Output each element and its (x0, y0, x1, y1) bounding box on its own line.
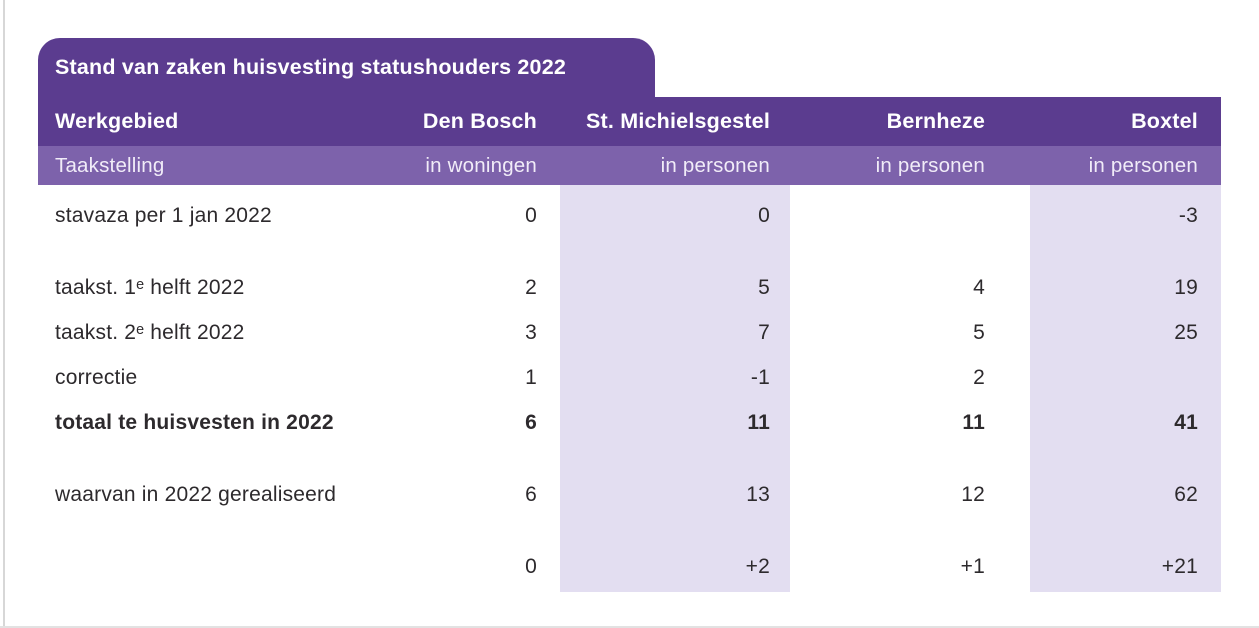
table-header-row: Werkgebied Den Bosch St. Michielsgestel … (38, 97, 1221, 146)
cell-den-bosch: 0 (525, 554, 537, 578)
table-row: correctie 1 -1 2 (38, 355, 1221, 400)
row-label: correctie (55, 365, 138, 389)
cell-boxtel: 19 (1174, 275, 1198, 299)
row-label: waarvan in 2022 gerealiseerd (55, 482, 337, 506)
cell-st-michielsgestel: 11 (747, 410, 770, 434)
cell-boxtel: 62 (1174, 482, 1198, 506)
cell-st-michielsgestel: 13 (746, 482, 770, 506)
row-label: totaal te huisvesten in 2022 (55, 410, 334, 434)
cell-den-bosch: 1 (525, 365, 537, 389)
row-label: stavaza per 1 jan 2022 (55, 203, 272, 227)
cell-st-michielsgestel: 5 (758, 275, 770, 299)
header-col-st-michielsgestel: St. Michielsgestel (585, 109, 770, 133)
header-werkgebied: Werkgebied (55, 109, 179, 133)
cell-boxtel: -3 (1178, 203, 1198, 227)
cell-bernheze: 11 (962, 410, 985, 434)
cell-den-bosch: 3 (525, 320, 537, 344)
cell-bernheze: 2 (973, 365, 985, 389)
cell-st-michielsgestel: 7 (758, 320, 770, 344)
cell-den-bosch: 6 (525, 482, 537, 506)
subheader-unit-bernheze: in personen (875, 153, 985, 177)
cell-den-bosch: 6 (525, 410, 537, 434)
header-col-bernheze: Bernheze (886, 109, 985, 133)
cell-st-michielsgestel: 0 (758, 203, 770, 227)
table-row: stavaza per 1 jan 2022 0 0 -3 (38, 193, 1221, 238)
table-row: waarvan in 2022 gerealiseerd 6 13 12 62 (38, 472, 1221, 517)
subheader-taakstelling: Taakstelling (55, 153, 165, 177)
cell-bernheze: 12 (961, 482, 985, 506)
report-title: Stand van zaken huisvesting statushouder… (55, 55, 567, 79)
header-col-boxtel: Boxtel (1131, 109, 1198, 133)
cell-den-bosch: 0 (525, 203, 537, 227)
table-row: taakst. 1ᵉ helft 2022 2 5 4 19 (38, 265, 1221, 310)
cell-boxtel: 41 (1174, 410, 1198, 434)
cell-bernheze: 5 (973, 320, 985, 344)
subheader-unit-den-bosch: in woningen (425, 153, 537, 177)
row-label: taakst. 1ᵉ helft 2022 (55, 275, 245, 299)
table-body: stavaza per 1 jan 2022 0 0 -3 taakst. 1ᵉ… (38, 185, 1221, 592)
column-shade-st-michielsgestel (560, 185, 790, 592)
cell-st-michielsgestel: -1 (750, 365, 770, 389)
header-col-den-bosch: Den Bosch (422, 109, 537, 133)
row-label: taakst. 2ᵉ helft 2022 (55, 320, 245, 344)
cell-st-michielsgestel: +2 (745, 554, 770, 578)
cell-bernheze: 4 (973, 275, 985, 299)
cell-bernheze: +1 (960, 554, 985, 578)
table-row: taakst. 2ᵉ helft 2022 3 7 5 25 (38, 310, 1221, 355)
table-subheader-row: Taakstelling in woningen in personen in … (38, 146, 1221, 185)
report-title-banner: Stand van zaken huisvesting statushouder… (38, 38, 655, 97)
table-row: 0 +2 +1 +21 (38, 544, 1221, 589)
subheader-unit-boxtel: in personen (1088, 153, 1198, 177)
subheader-unit-st-michielsgestel: in personen (660, 153, 770, 177)
cell-boxtel: +21 (1161, 554, 1198, 578)
cell-den-bosch: 2 (525, 275, 537, 299)
cell-boxtel: 25 (1174, 320, 1198, 344)
table-row: totaal te huisvesten in 2022 6 11 11 41 (38, 400, 1221, 445)
column-shade-boxtel (1030, 185, 1221, 592)
